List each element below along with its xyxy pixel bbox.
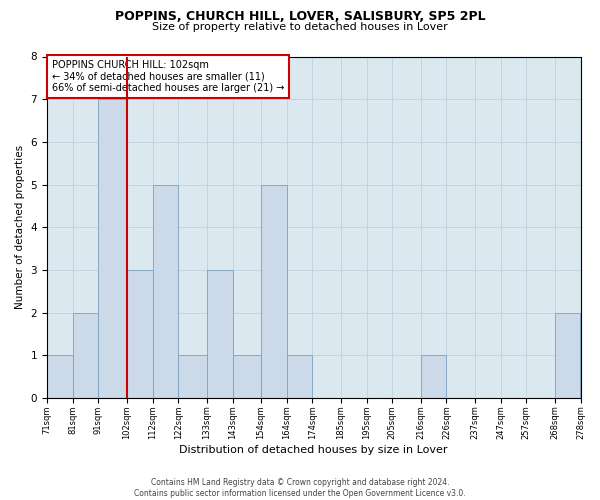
- Bar: [98, 99, 127, 398]
- Bar: [421, 356, 446, 398]
- Y-axis label: Number of detached properties: Number of detached properties: [15, 145, 25, 310]
- Bar: [555, 312, 580, 398]
- Bar: [127, 270, 152, 398]
- Text: Size of property relative to detached houses in Lover: Size of property relative to detached ho…: [152, 22, 448, 32]
- X-axis label: Distribution of detached houses by size in Lover: Distribution of detached houses by size …: [179, 445, 448, 455]
- Bar: [287, 356, 313, 398]
- Bar: [178, 356, 207, 398]
- Bar: [233, 356, 261, 398]
- Text: POPPINS, CHURCH HILL, LOVER, SALISBURY, SP5 2PL: POPPINS, CHURCH HILL, LOVER, SALISBURY, …: [115, 10, 485, 23]
- Text: Contains HM Land Registry data © Crown copyright and database right 2024.
Contai: Contains HM Land Registry data © Crown c…: [134, 478, 466, 498]
- Bar: [47, 356, 73, 398]
- Bar: [152, 184, 178, 398]
- Bar: [73, 312, 98, 398]
- Bar: [207, 270, 233, 398]
- Bar: [261, 184, 287, 398]
- Text: POPPINS CHURCH HILL: 102sqm
← 34% of detached houses are smaller (11)
66% of sem: POPPINS CHURCH HILL: 102sqm ← 34% of det…: [52, 60, 284, 93]
